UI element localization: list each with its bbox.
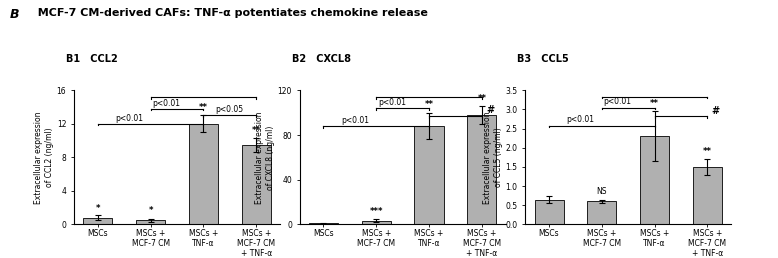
Text: #: # <box>486 105 494 115</box>
Text: B2   CXCL8: B2 CXCL8 <box>292 54 351 64</box>
Text: **: ** <box>703 147 712 156</box>
Bar <box>640 136 669 224</box>
Text: **: ** <box>252 126 261 135</box>
Text: B: B <box>9 8 19 21</box>
Y-axis label: Extracellular expression
of CCL2 (ng/ml): Extracellular expression of CCL2 (ng/ml) <box>34 111 54 204</box>
Text: p<0.01: p<0.01 <box>115 114 143 123</box>
Text: **: ** <box>478 94 486 103</box>
Text: p<0.01: p<0.01 <box>604 98 632 107</box>
Text: *: * <box>149 206 152 215</box>
Bar <box>309 223 338 224</box>
Bar <box>415 126 443 224</box>
Text: p<0.05: p<0.05 <box>216 105 244 114</box>
Text: p<0.01: p<0.01 <box>566 116 594 125</box>
Text: **: ** <box>199 103 208 112</box>
Text: MCF-7 CM-derived CAFs: TNF-α potentiates chemokine release: MCF-7 CM-derived CAFs: TNF-α potentiates… <box>30 8 427 18</box>
Bar <box>362 221 391 224</box>
Text: **: ** <box>425 100 433 109</box>
Bar <box>189 124 218 224</box>
Bar <box>136 220 165 224</box>
Bar <box>534 199 563 224</box>
Text: p<0.01: p<0.01 <box>152 99 180 108</box>
Text: B1   CCL2: B1 CCL2 <box>66 54 118 64</box>
Bar <box>83 218 112 224</box>
Text: ***: *** <box>370 206 383 215</box>
Text: *: * <box>96 204 100 213</box>
Y-axis label: Extracellular expression
of CXCL8 (ng/ml): Extracellular expression of CXCL8 (ng/ml… <box>255 111 275 204</box>
Text: #: # <box>712 106 720 116</box>
Bar <box>693 167 722 224</box>
Bar <box>587 201 616 224</box>
Text: **: ** <box>650 99 659 108</box>
Y-axis label: Extracellular expression
of CCL5 (ng/ml): Extracellular expression of CCL5 (ng/ml) <box>483 111 503 204</box>
Bar <box>242 145 271 224</box>
Text: NS: NS <box>597 187 607 196</box>
Text: B3   CCL5: B3 CCL5 <box>517 54 569 64</box>
Bar <box>468 115 496 224</box>
Text: p<0.01: p<0.01 <box>378 98 406 107</box>
Text: p<0.01: p<0.01 <box>341 116 369 125</box>
